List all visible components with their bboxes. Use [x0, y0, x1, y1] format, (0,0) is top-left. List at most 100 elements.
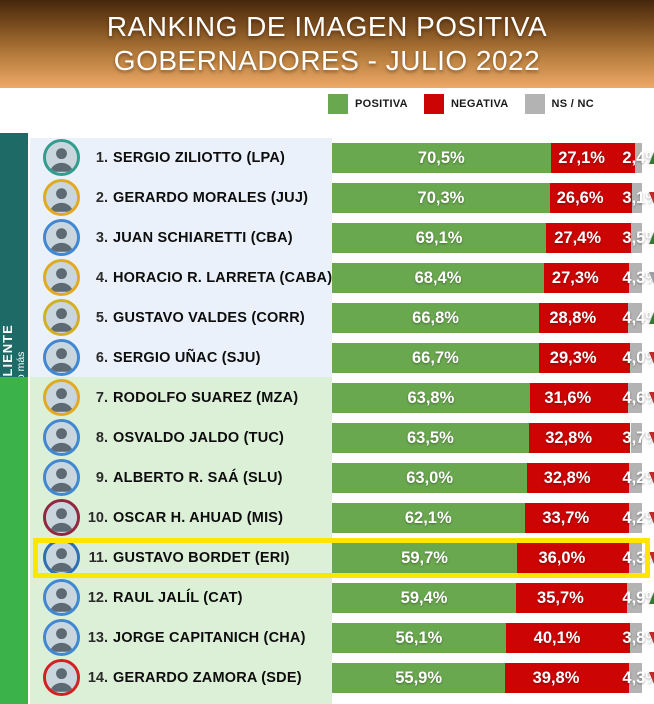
- governor-name: SERGIO UÑAC (SJU): [113, 350, 261, 366]
- negative-value: 32,8%: [543, 469, 591, 487]
- governor-name: GERARDO MORALES (JUJ): [113, 190, 309, 206]
- rank-label: 9.: [95, 470, 108, 486]
- negative-value: 39,8%: [532, 669, 580, 687]
- ranking-row: 11. GUSTAVO BORDET (ERI) 59,7% 36,0% 4,3%: [0, 539, 654, 583]
- governor-name: JORGE CAPITANICH (CHA): [113, 630, 306, 646]
- nsnc-value: 2,4%: [622, 149, 654, 167]
- legend-item-nsnc: NS / NC: [524, 94, 594, 114]
- positive-bar: 70,3%: [332, 183, 550, 213]
- nsnc-bar: [628, 543, 642, 573]
- negative-bar: 39,8%: [505, 663, 629, 693]
- ranking-row: 12. RAUL JALÍL (CAT) 59,4% 35,7% 4,9%: [0, 579, 654, 623]
- rank-label: 6.: [95, 350, 108, 366]
- negative-value: 27,1%: [558, 149, 605, 167]
- trend-arrow-icon: [649, 632, 654, 644]
- bar-group: 63,5% 32,8% 3,7%: [332, 423, 654, 453]
- positive-bar: 69,1%: [332, 223, 547, 253]
- governor-avatar: [43, 459, 80, 496]
- nsnc-value: 3,5%: [622, 229, 654, 247]
- positive-value: 63,0%: [406, 469, 454, 487]
- bar-group: 63,8% 31,6% 4,6%: [332, 383, 654, 413]
- positive-bar: 66,8%: [332, 303, 540, 333]
- page-title-line2: GOBERNADORES - JULIO 2022: [113, 45, 541, 76]
- nsnc-bar: [626, 583, 642, 613]
- negativa-swatch-icon: [423, 94, 444, 114]
- positive-value: 56,1%: [395, 629, 443, 647]
- governor-name: JUAN SCHIARETTI (CBA): [113, 230, 293, 246]
- rank-label: 4.: [95, 270, 108, 286]
- governor-avatar: [43, 419, 80, 456]
- positive-value: 66,8%: [412, 309, 459, 327]
- governor-name: HORACIO R. LARRETA (CABA): [113, 270, 333, 286]
- nsnc-bar: [628, 303, 642, 333]
- positive-bar: 68,4%: [332, 263, 544, 293]
- person-photo-icon: [46, 302, 77, 333]
- governor-avatar: [43, 259, 80, 296]
- negative-value: 27,3%: [551, 269, 599, 287]
- negative-value: 33,7%: [542, 509, 590, 527]
- trend-arrow-icon: [649, 472, 654, 484]
- nsnc-bar: [629, 503, 642, 533]
- nsnc-value: 4,2%: [622, 509, 654, 527]
- positive-value: 70,5%: [417, 149, 465, 167]
- governor-name: GUSTAVO BORDET (ERI): [113, 550, 290, 566]
- negative-bar: 27,1%: [550, 143, 635, 173]
- positive-bar: 63,5%: [332, 423, 529, 453]
- nsnc-value: 3,7%: [622, 429, 654, 447]
- positiva-swatch-icon: [328, 94, 348, 114]
- negative-bar: 27,3%: [544, 263, 629, 293]
- bar-group: 55,9% 39,8% 4,3%: [332, 663, 654, 693]
- person-photo-icon: [46, 542, 77, 573]
- rank-label: 14.: [87, 670, 108, 686]
- trend-arrow-icon: [649, 392, 654, 404]
- negative-value: 28,8%: [549, 309, 597, 327]
- trend-arrow-icon: [649, 232, 654, 244]
- nsnc-swatch-icon: [524, 94, 545, 114]
- person-photo-icon: [46, 582, 77, 613]
- rank-label: 5.: [95, 310, 108, 326]
- positive-bar: 70,5%: [332, 143, 551, 173]
- governor-avatar: [43, 579, 80, 616]
- negative-bar: 27,4%: [546, 223, 632, 253]
- governor-avatar: [43, 659, 80, 696]
- nsnc-value: 4,3%: [622, 269, 654, 287]
- rank-label: 2.: [95, 190, 108, 206]
- governor-avatar: [43, 539, 80, 576]
- positive-value: 63,8%: [407, 389, 455, 407]
- nsnc-value: 4,9%: [622, 589, 654, 607]
- positive-value: 63,5%: [407, 429, 454, 447]
- governor-avatar: [43, 339, 80, 376]
- negative-value: 29,3%: [549, 349, 597, 367]
- nsnc-value: 4,4%: [622, 309, 654, 327]
- ranking-row: 6. SERGIO UÑAC (SJU) 66,7% 29,3% 4,0%: [0, 339, 654, 383]
- governor-avatar: [43, 619, 80, 656]
- ranking-row: 14. GERARDO ZAMORA (SDE) 55,9% 39,8% 4,3%: [0, 659, 654, 703]
- ranking-row: 5. GUSTAVO VALDES (CORR) 66,8% 28,8% 4,4%: [0, 299, 654, 343]
- bar-group: 56,1% 40,1% 3,8%: [332, 623, 654, 653]
- positive-value: 55,9%: [395, 669, 443, 687]
- panel-sobresaliente-bg: [30, 138, 332, 377]
- positive-value: 69,1%: [415, 229, 463, 247]
- bar-group: 59,4% 35,7% 4,9%: [332, 583, 654, 613]
- negative-bar: 33,7%: [524, 503, 629, 533]
- ranking-row: 9. ALBERTO R. SAÁ (SLU) 63,0% 32,8% 4,2%: [0, 459, 654, 503]
- governor-name: OSCAR H. AHUAD (MIS): [113, 510, 284, 526]
- governor-name: GUSTAVO VALDES (CORR): [113, 310, 305, 326]
- nsnc-bar: [630, 623, 642, 653]
- negative-bar: 32,8%: [528, 423, 631, 453]
- rank-label: 10.: [87, 510, 108, 526]
- ranking-row: 1. SERGIO ZILIOTTO (LPA) 70,5% 27,1% 2,4%: [0, 139, 654, 183]
- person-photo-icon: [46, 342, 77, 373]
- nsnc-value: 4,2%: [622, 469, 654, 487]
- trend-arrow-icon: [649, 152, 654, 164]
- person-photo-icon: [46, 262, 77, 293]
- nsnc-bar: [630, 423, 642, 453]
- person-photo-icon: [46, 622, 77, 653]
- positive-bar: 62,1%: [332, 503, 525, 533]
- nsnc-bar: [629, 343, 642, 373]
- header-banner: RANKING DE IMAGEN POSITIVA GOBERNADORES …: [0, 0, 654, 88]
- governor-avatar: [43, 219, 80, 256]
- positive-bar: 63,8%: [332, 383, 530, 413]
- governor-avatar: [43, 139, 80, 176]
